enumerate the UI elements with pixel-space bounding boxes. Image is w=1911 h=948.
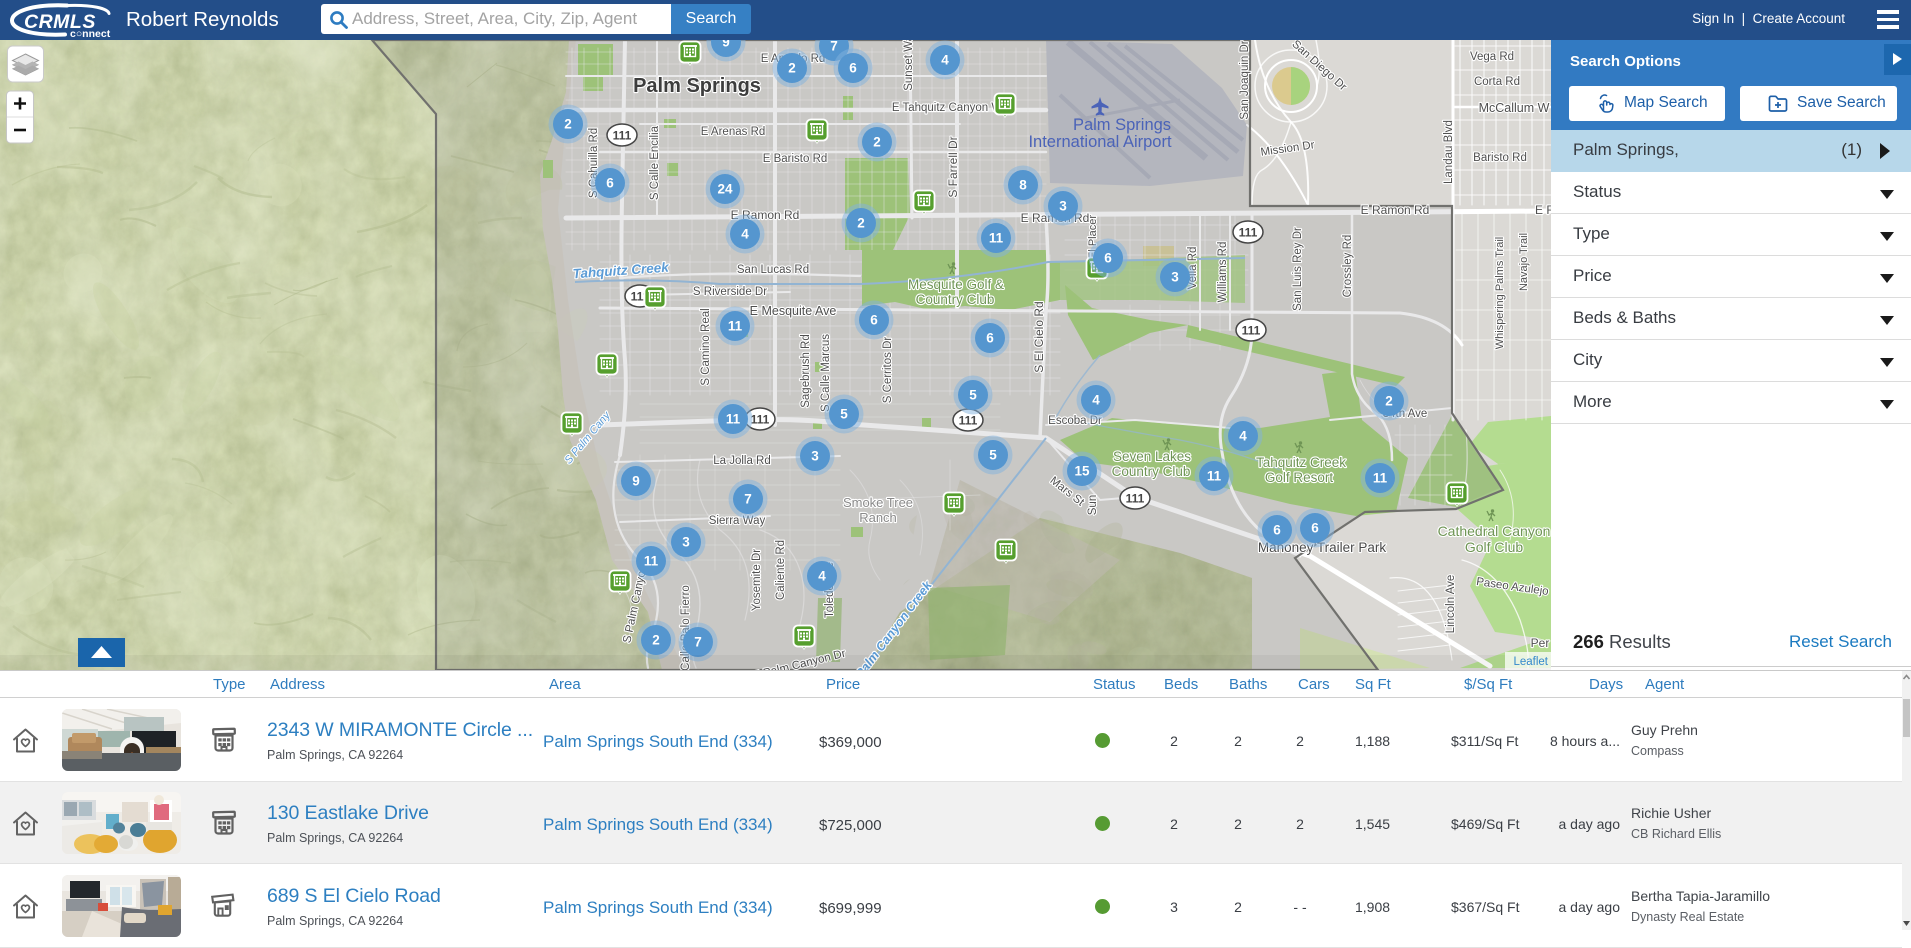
- svg-text:Mesquite Golf &: Mesquite Golf &: [908, 277, 1004, 292]
- svg-text:2: 2: [652, 633, 660, 648]
- svg-text:3: 3: [811, 449, 819, 464]
- svg-text:E R: E R: [1535, 203, 1551, 217]
- svg-text:3: 3: [682, 535, 690, 550]
- svg-text:8: 8: [1019, 178, 1027, 193]
- svg-text:S El Cielo Rd: S El Cielo Rd: [1032, 301, 1046, 372]
- svg-text:Palm Springs: Palm Springs: [633, 75, 761, 97]
- svg-text:Crossley Rd: Crossley Rd: [1342, 235, 1354, 298]
- svg-text:McCallum W: McCallum W: [1479, 101, 1550, 115]
- svg-text:4: 4: [1239, 429, 1247, 444]
- svg-text:11: 11: [728, 319, 743, 334]
- svg-text:Cathedral Canyon: Cathedral Canyon: [1438, 523, 1551, 539]
- svg-text:111: 111: [959, 414, 978, 428]
- svg-text:11: 11: [726, 412, 741, 427]
- svg-text:2: 2: [857, 216, 865, 231]
- svg-text:S Calle Encilia: S Calle Encilia: [649, 125, 661, 200]
- svg-text:6: 6: [870, 313, 878, 328]
- svg-text:3: 3: [1171, 270, 1179, 285]
- svg-text:9: 9: [632, 474, 640, 489]
- svg-text:E Baristo Rd: E Baristo Rd: [763, 153, 828, 165]
- svg-text:3: 3: [1059, 199, 1067, 214]
- svg-text:11: 11: [1207, 469, 1222, 484]
- svg-text:4: 4: [741, 227, 749, 242]
- svg-text:Golf Club: Golf Club: [1465, 539, 1524, 555]
- svg-text:6: 6: [1311, 521, 1319, 536]
- svg-text:11: 11: [1373, 471, 1388, 486]
- svg-text:Caliente Rd: Caliente Rd: [775, 540, 787, 600]
- svg-text:E Ramon Rd: E Ramon Rd: [1361, 203, 1430, 217]
- svg-text:6: 6: [986, 331, 994, 346]
- svg-text:111: 111: [613, 129, 632, 143]
- svg-text:E Mesquite Ave: E Mesquite Ave: [750, 304, 837, 318]
- svg-text:Golf Resort: Golf Resort: [1265, 470, 1334, 485]
- svg-text:9: 9: [722, 40, 730, 50]
- svg-text:Landau Blvd: Landau Blvd: [1443, 120, 1455, 184]
- svg-text:5: 5: [969, 388, 977, 403]
- svg-text:Yosemite Dr: Yosemite Dr: [751, 549, 763, 611]
- svg-text:S Calle Marcus: S Calle Marcus: [820, 334, 832, 412]
- svg-text:Country Club: Country Club: [1112, 464, 1191, 479]
- svg-text:2: 2: [1385, 394, 1393, 409]
- svg-text:Ranch: Ranch: [859, 510, 897, 525]
- svg-text:2: 2: [564, 117, 572, 132]
- svg-text:7: 7: [694, 635, 702, 650]
- svg-text:Sunset Way: Sunset Way: [903, 40, 915, 91]
- svg-text:Navajo Trail: Navajo Trail: [1518, 233, 1530, 291]
- svg-text:2: 2: [788, 61, 796, 76]
- svg-text:Sagebrush Rd: Sagebrush Rd: [800, 334, 812, 408]
- svg-text:S Riverside Dr: S Riverside Dr: [693, 286, 767, 298]
- svg-text:Palm Springs: Palm Springs: [1073, 116, 1171, 134]
- svg-text:5: 5: [840, 407, 848, 422]
- svg-text:24: 24: [717, 182, 733, 197]
- svg-text:7: 7: [744, 492, 752, 507]
- svg-text:6: 6: [606, 176, 614, 191]
- svg-text:Lincoln Ave: Lincoln Ave: [1445, 575, 1457, 634]
- svg-text:E Tahquitz Canyon W: E Tahquitz Canyon W: [892, 102, 1003, 114]
- svg-text:San Joaquin Dr: San Joaquin Dr: [1239, 40, 1251, 119]
- svg-text:Whispering Palms Trail: Whispering Palms Trail: [1494, 237, 1506, 349]
- svg-text:111: 111: [1239, 226, 1258, 240]
- svg-text:Smoke Tree: Smoke Tree: [843, 495, 913, 510]
- svg-text:7: 7: [830, 40, 838, 54]
- svg-text:Williams Rd: Williams Rd: [1217, 242, 1229, 303]
- svg-text:Sierra Way: Sierra Way: [709, 515, 766, 527]
- svg-text:CRMLS: CRMLS: [24, 11, 96, 33]
- svg-text:International Airport: International Airport: [1028, 133, 1172, 151]
- svg-text:E Arenas Rd: E Arenas Rd: [701, 126, 766, 138]
- svg-text:Tahquitz Creek: Tahquitz Creek: [1256, 455, 1346, 470]
- svg-text:Sun: Sun: [1087, 495, 1099, 515]
- svg-text:6: 6: [849, 61, 857, 76]
- svg-text:6: 6: [1104, 251, 1112, 266]
- svg-text:Baristo Rd: Baristo Rd: [1473, 152, 1527, 164]
- svg-text:S Cerritos Dr: S Cerritos Dr: [882, 337, 894, 404]
- svg-text:Country Club: Country Club: [916, 292, 995, 307]
- svg-text:111: 111: [1242, 324, 1261, 338]
- svg-text:4: 4: [941, 53, 949, 68]
- svg-text:c○nnect: c○nnect: [70, 28, 111, 39]
- svg-text:11: 11: [644, 554, 659, 569]
- svg-text:La Jolla Rd: La Jolla Rd: [713, 455, 771, 467]
- svg-text:111: 111: [751, 413, 770, 427]
- svg-text:11: 11: [989, 231, 1004, 246]
- svg-text:Leaflet: Leaflet: [1513, 656, 1548, 668]
- svg-text:Vega Rd: Vega Rd: [1470, 51, 1514, 63]
- svg-text:Seven Lakes: Seven Lakes: [1113, 449, 1191, 464]
- svg-text:S Camino Real: S Camino Real: [700, 308, 712, 385]
- svg-text:15: 15: [1074, 464, 1090, 479]
- svg-text:Corta Rd: Corta Rd: [1474, 76, 1520, 88]
- svg-text:San Lucas Rd: San Lucas Rd: [737, 264, 809, 276]
- svg-text:111: 111: [1126, 492, 1145, 506]
- svg-text:Per: Per: [1531, 636, 1550, 650]
- svg-text:4: 4: [818, 569, 826, 584]
- svg-text:S Farrell Dr: S Farrell Dr: [946, 136, 960, 197]
- svg-text:San Luis Rey Dr: San Luis Rey Dr: [1292, 227, 1304, 311]
- svg-text:4: 4: [1092, 393, 1100, 408]
- svg-text:5: 5: [989, 448, 997, 463]
- svg-text:6: 6: [1273, 523, 1281, 538]
- svg-text:2: 2: [873, 135, 881, 150]
